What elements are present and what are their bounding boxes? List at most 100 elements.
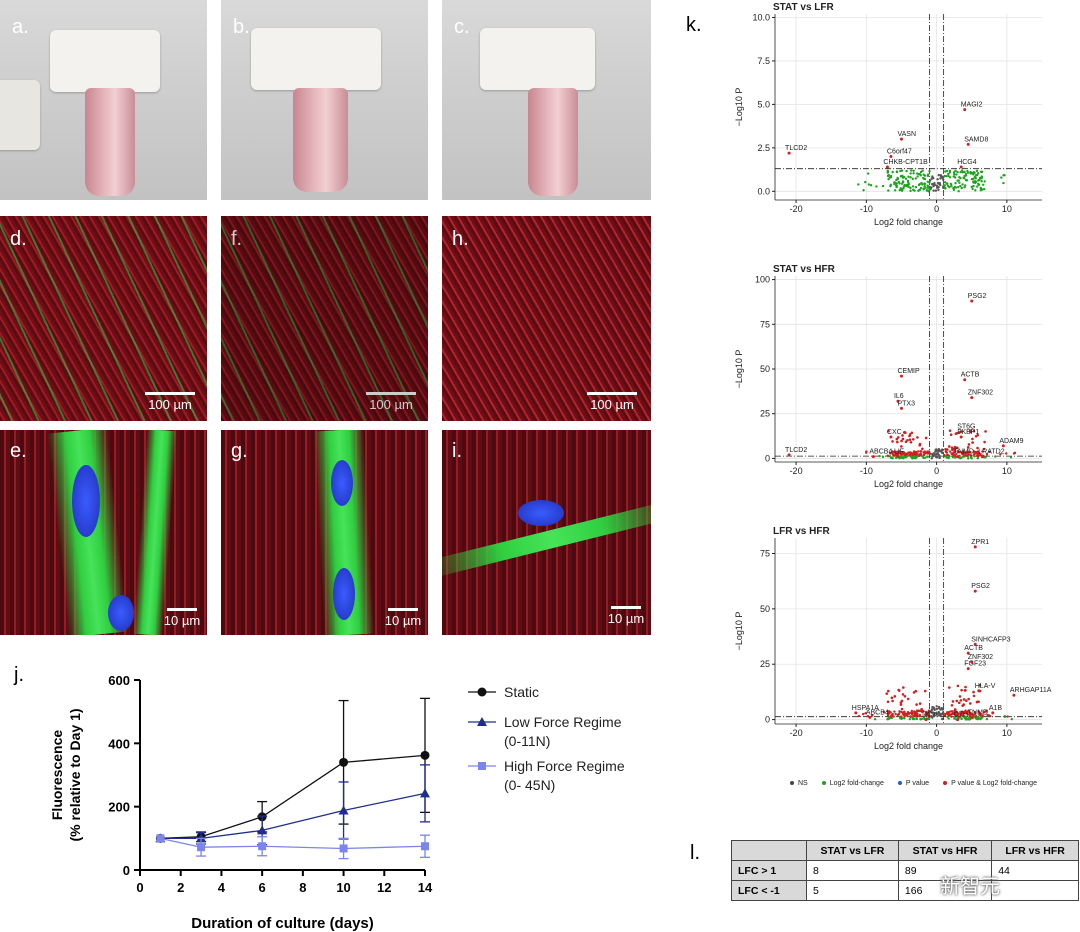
volcano-point bbox=[929, 715, 933, 718]
fluorescence-panel-e: e. 10 µm bbox=[0, 430, 207, 635]
volcano-point bbox=[931, 176, 935, 180]
volcano-point bbox=[898, 182, 901, 185]
volcano-point bbox=[919, 453, 923, 456]
volcano-point bbox=[978, 684, 982, 687]
volcano-point bbox=[948, 171, 952, 174]
legend-label: Static bbox=[504, 684, 539, 700]
y-axis-label: −Log10 P bbox=[734, 88, 744, 127]
volcano-point bbox=[906, 438, 909, 442]
volcano-point bbox=[941, 449, 944, 452]
volcano-point bbox=[976, 456, 979, 460]
panel-label-h: h. bbox=[452, 228, 469, 250]
plot-area bbox=[775, 14, 1042, 200]
fluorescence-panel-f: f. 100 µm bbox=[221, 216, 428, 421]
volcano-point bbox=[972, 690, 975, 694]
volcano-point bbox=[943, 181, 947, 184]
scale-bar-10um: 10 µm bbox=[604, 606, 648, 626]
volcano-point bbox=[935, 184, 939, 187]
volcano-point bbox=[984, 455, 987, 459]
labeled-point bbox=[966, 651, 970, 655]
volcano-point bbox=[956, 446, 959, 450]
volcano-point bbox=[975, 454, 979, 458]
cell-nucleus bbox=[108, 595, 134, 631]
volcano-point bbox=[955, 713, 958, 717]
gene-label: CXC bbox=[887, 429, 902, 436]
panel-label-c: c. bbox=[454, 16, 470, 38]
volcano-point bbox=[902, 431, 906, 434]
volcano-point bbox=[932, 713, 935, 716]
volcano-point bbox=[928, 169, 931, 173]
volcano-point bbox=[969, 170, 972, 174]
volcano-title: LFR vs HFR bbox=[773, 526, 830, 537]
volcano-point bbox=[903, 694, 907, 698]
volcano-point bbox=[933, 711, 937, 715]
plot-area bbox=[775, 538, 1042, 724]
volcano-point bbox=[965, 717, 968, 720]
data-point bbox=[420, 788, 430, 798]
labeled-point bbox=[980, 455, 984, 459]
volcano-point bbox=[964, 184, 967, 187]
volcano-point bbox=[899, 187, 902, 190]
volcano-point bbox=[959, 184, 962, 188]
volcano-point bbox=[974, 434, 978, 438]
volcano-point bbox=[969, 430, 972, 434]
volcano-point bbox=[909, 440, 913, 444]
volcano-point bbox=[1010, 717, 1014, 721]
volcano-point bbox=[890, 696, 894, 700]
y-axis-label: −Log10 P bbox=[734, 350, 744, 389]
volcano-point bbox=[976, 446, 979, 450]
data-point bbox=[420, 750, 430, 760]
volcano-point bbox=[985, 709, 988, 713]
volcano-point bbox=[920, 707, 923, 711]
volcano-point bbox=[921, 183, 924, 186]
gene-label: SAMD8 bbox=[964, 136, 988, 143]
volcano-point bbox=[908, 438, 912, 441]
volcano-point bbox=[887, 429, 890, 433]
volcano-point bbox=[923, 689, 927, 693]
volcano-point bbox=[911, 177, 914, 181]
volcano-point bbox=[964, 688, 967, 692]
labeled-point bbox=[896, 399, 900, 403]
data-point bbox=[156, 834, 165, 843]
x-tick-label: -20 bbox=[790, 204, 803, 214]
volcano-point bbox=[942, 184, 946, 188]
volcano-point bbox=[954, 169, 957, 172]
labeled-point bbox=[966, 667, 970, 671]
volcano-point bbox=[964, 709, 967, 713]
volcano-point bbox=[913, 713, 917, 717]
volcano-point bbox=[907, 451, 910, 454]
volcano-point bbox=[895, 437, 899, 441]
volcano-point bbox=[917, 188, 921, 192]
volcano-point bbox=[939, 177, 942, 180]
labeled-point bbox=[896, 455, 900, 459]
x-tick-label: -20 bbox=[790, 728, 803, 738]
volcano-point bbox=[957, 701, 961, 705]
volcano-point bbox=[938, 448, 941, 452]
volcano-point bbox=[956, 684, 960, 688]
volcano-point bbox=[972, 694, 976, 698]
x-axis-label: Log2 fold change bbox=[874, 479, 943, 489]
volcano-point bbox=[973, 710, 977, 714]
volcano-point bbox=[946, 715, 949, 718]
volcano-point bbox=[904, 453, 907, 457]
volcano-point bbox=[900, 707, 904, 711]
gene-label: ACTB bbox=[964, 645, 983, 652]
volcano-point bbox=[926, 455, 929, 458]
volcano-legend-label: Log2 fold-change bbox=[829, 780, 884, 787]
volcano-point bbox=[886, 689, 890, 693]
volcano-point bbox=[917, 450, 920, 453]
data-point bbox=[197, 843, 206, 852]
volcano-point bbox=[979, 186, 982, 190]
x-tick-label: 10 bbox=[1002, 466, 1012, 476]
y-tick-label: 200 bbox=[108, 800, 130, 815]
volcano-point bbox=[962, 450, 965, 453]
volcano-point bbox=[910, 431, 914, 435]
volcano-point bbox=[908, 454, 912, 457]
volcano-point bbox=[946, 711, 950, 715]
volcano-point bbox=[969, 712, 973, 715]
volcano-point bbox=[981, 450, 984, 453]
volcano-point bbox=[951, 456, 955, 459]
volcano-point bbox=[864, 180, 867, 184]
volcano-point bbox=[902, 686, 905, 689]
volcano-point bbox=[973, 175, 977, 179]
